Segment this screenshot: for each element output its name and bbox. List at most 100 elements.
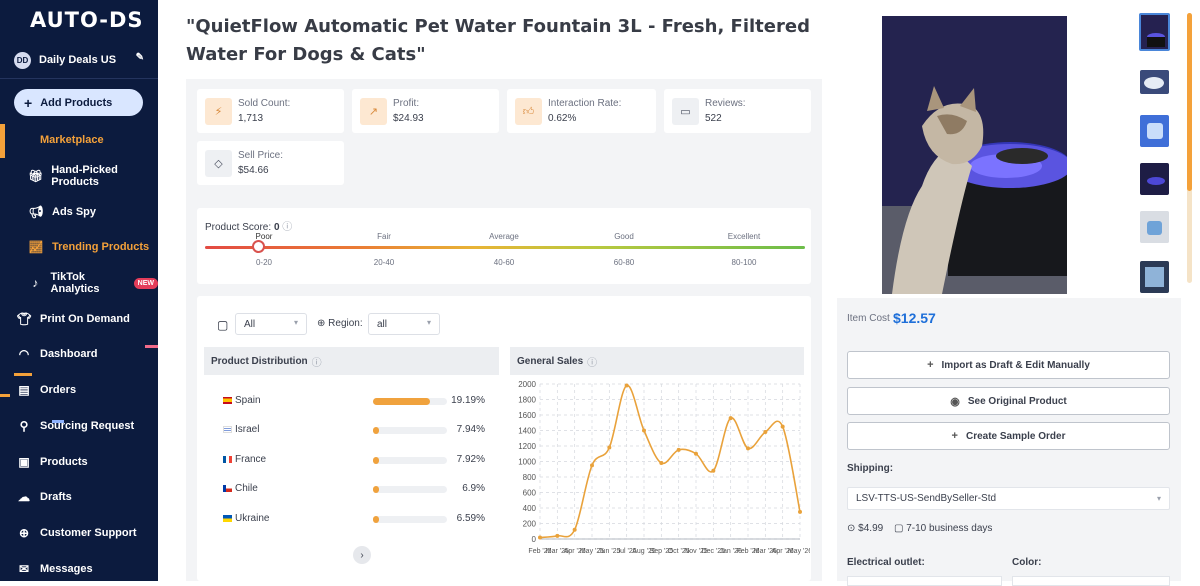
- app-logo[interactable]: AUTO-DS: [30, 8, 144, 32]
- gallery-scrollbar-thumb[interactable]: [1187, 13, 1192, 191]
- x-tick-label: Sep '25: [650, 548, 674, 555]
- country-name: France: [235, 454, 267, 465]
- distribution-percent: 7.92%: [456, 454, 485, 465]
- distribution-percent: 6.9%: [462, 483, 485, 494]
- sidebar-item-ads-spy[interactable]: 📢︎ Ads Spy: [0, 197, 158, 227]
- sidebar-item-label: Customer Support: [40, 527, 137, 539]
- sidebar-item-hand-picked[interactable]: 🎁︎ Hand-Picked Products: [0, 161, 158, 191]
- sell-price-label: Sell Price:: [238, 150, 284, 161]
- y-tick-label: 2000: [518, 380, 536, 389]
- sidebar-item-products[interactable]: ▣ Products: [0, 447, 158, 477]
- sidebar-item-trending[interactable]: 📈︎ Trending Products: [0, 232, 158, 262]
- x-tick-label: Oct '25: [668, 548, 690, 555]
- chile-flag-icon: [223, 484, 232, 492]
- plus-icon: +: [927, 359, 934, 371]
- sales-point: [572, 527, 577, 532]
- period-select[interactable]: All ▾: [235, 313, 307, 335]
- color-select[interactable]: [1012, 576, 1170, 586]
- profit-label: Profit:: [393, 98, 420, 109]
- sidebar-item-tiktok[interactable]: ♪ TikTok Analytics NEW: [0, 268, 158, 298]
- clipboard-icon: ▤: [18, 383, 30, 397]
- new-badge: NEW: [133, 277, 158, 289]
- sidebar-item-marketplace[interactable]: Marketplace: [0, 125, 158, 155]
- product-photo: [882, 16, 1067, 294]
- plus-icon: +: [951, 430, 958, 442]
- chevron-down-icon: ▾: [293, 318, 298, 327]
- gallery-thumbnail[interactable]: [1140, 163, 1169, 195]
- y-tick-label: 600: [523, 489, 537, 498]
- region-select[interactable]: all ▾: [368, 313, 440, 335]
- add-products-button[interactable]: + Add Products: [14, 89, 143, 116]
- chevron-down-icon: ▾: [1156, 494, 1161, 503]
- info-icon[interactable]: ⓘ: [587, 357, 598, 369]
- gallery-thumbnail[interactable]: [1140, 211, 1169, 243]
- x-tick-label: Mar '26: [754, 548, 777, 555]
- country-name: Israel: [235, 424, 260, 435]
- sidebar-item-messages[interactable]: ✉ Messages: [0, 554, 158, 584]
- sidebar-item-orders[interactable]: ▤ Orders: [0, 375, 158, 405]
- thumbnail-image: [1140, 163, 1169, 195]
- sidebar-item-label: Sourcing Request: [40, 420, 135, 432]
- product-main-image[interactable]: [882, 16, 1067, 294]
- score-range: 60-80: [613, 258, 635, 267]
- distribution-row: Ukraine 6.59%: [223, 513, 485, 527]
- sidebar-divider: [0, 78, 158, 79]
- gallery-thumbnail[interactable]: [1139, 13, 1170, 51]
- sales-point: [624, 383, 629, 388]
- shipping-price: $4.99: [858, 523, 884, 534]
- shipping-info: ⊙ $4.99 ▢ 7-10 business days: [847, 523, 992, 534]
- see-original-button[interactable]: ◉ See Original Product: [847, 387, 1170, 415]
- sidebar-item-sourcing[interactable]: ⚲ Sourcing Request: [0, 411, 158, 441]
- store-selector[interactable]: DD Daily Deals US ✎: [14, 49, 144, 71]
- tiktok-icon: ♪: [32, 276, 39, 290]
- pencil-icon[interactable]: ✎: [135, 52, 144, 63]
- lightning-icon: ⚡︎: [205, 97, 232, 125]
- sell-price-value: $54.66: [238, 165, 269, 176]
- shipping-time: 7-10 business days: [906, 523, 993, 534]
- item-cost-label: Item Cost: [847, 313, 890, 324]
- create-sample-order-button[interactable]: + Create Sample Order: [847, 422, 1170, 450]
- y-tick-label: 400: [523, 504, 537, 513]
- decoration: [0, 394, 10, 397]
- chevron-down-icon: ▾: [426, 318, 431, 327]
- sidebar-item-support[interactable]: ⊕ Customer Support: [0, 518, 158, 548]
- sales-point: [676, 447, 681, 452]
- sales-point: [538, 535, 542, 540]
- sales-point: [642, 428, 646, 433]
- gallery-thumbnail[interactable]: [1140, 70, 1169, 94]
- region-filter-label: ⊕ Region:: [317, 318, 363, 329]
- person-search-icon: ⚲: [19, 419, 29, 433]
- thumbs-up-icon: 👍︎: [515, 97, 542, 125]
- import-draft-button[interactable]: + Import as Draft & Edit Manually: [847, 351, 1170, 379]
- sales-point: [555, 533, 560, 538]
- x-tick-label: Apr '26: [772, 548, 794, 555]
- trend-chart-icon: 📈︎: [28, 240, 44, 254]
- distribution-row: Spain 19.19%: [223, 395, 485, 409]
- sidebar-item-label: Ads Spy: [52, 206, 97, 218]
- sidebar-item-print-on-demand[interactable]: 👕︎ Print On Demand: [0, 304, 158, 334]
- x-tick-label: Jul '25: [617, 548, 637, 555]
- info-icon[interactable]: ⓘ: [282, 222, 293, 233]
- x-tick-label: Feb '25: [528, 548, 551, 555]
- shipping-method-select[interactable]: LSV-TTS-US-SendBySeller-Std ▾: [847, 487, 1170, 510]
- gallery-thumbnail[interactable]: [1140, 261, 1169, 293]
- gallery-thumbnail[interactable]: [1140, 115, 1169, 147]
- reviews-card: ▭ Reviews: 522: [664, 89, 811, 133]
- next-page-button[interactable]: ›: [353, 546, 371, 564]
- sales-point: [746, 446, 750, 451]
- gift-icon: 🎁︎: [28, 169, 44, 183]
- distribution-bar-fill: [373, 516, 379, 523]
- info-icon[interactable]: ⓘ: [311, 357, 322, 369]
- sidebar-item-label: Dashboard: [40, 348, 98, 360]
- color-label: Color:: [1012, 557, 1042, 568]
- country-name: Chile: [235, 483, 258, 494]
- score-scale-bar: [205, 246, 805, 249]
- sidebar-item-drafts[interactable]: ☁ Drafts: [0, 482, 158, 512]
- eye-icon: ◉: [950, 395, 960, 408]
- x-tick-label: Apr '25: [564, 548, 586, 555]
- y-tick-label: 1600: [518, 411, 536, 420]
- store-avatar: DD: [14, 51, 31, 69]
- electrical-outlet-select[interactable]: [847, 576, 1002, 586]
- product-score-label: Product Score:: [205, 222, 272, 233]
- sidebar-item-dashboard[interactable]: ◠ Dashboard: [0, 339, 158, 369]
